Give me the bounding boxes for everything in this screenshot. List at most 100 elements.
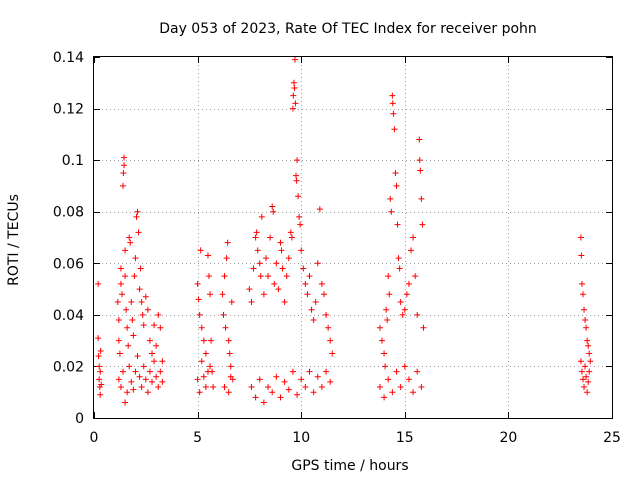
chart-title: Day 053 of 2023, Rate Of TEC Index for r… xyxy=(159,21,537,37)
data-point xyxy=(252,234,259,241)
data-point xyxy=(200,337,207,344)
data-point xyxy=(207,363,214,370)
x-tick-label: 10 xyxy=(292,430,310,446)
data-point xyxy=(405,376,412,383)
data-point xyxy=(122,273,129,280)
data-point xyxy=(97,347,104,354)
y-tick-label: 0.04 xyxy=(53,308,84,324)
data-point xyxy=(289,368,296,375)
data-point xyxy=(275,286,282,293)
data-point xyxy=(308,306,315,313)
data-point xyxy=(287,229,294,236)
data-point xyxy=(279,265,286,272)
data-point xyxy=(195,296,202,303)
data-point xyxy=(396,265,403,272)
x-tick-label: 15 xyxy=(396,430,414,446)
data-point xyxy=(253,229,260,236)
data-point xyxy=(144,306,151,313)
data-point xyxy=(391,126,398,133)
data-point xyxy=(281,378,288,385)
data-point xyxy=(291,56,298,63)
data-point xyxy=(98,381,105,388)
data-point xyxy=(146,337,153,344)
data-point xyxy=(293,177,300,184)
data-point xyxy=(225,337,232,344)
data-point xyxy=(125,342,132,349)
data-point xyxy=(202,350,209,357)
data-point xyxy=(384,317,391,324)
data-point xyxy=(306,368,313,375)
data-point xyxy=(412,273,419,280)
data-point xyxy=(318,384,325,391)
data-point xyxy=(198,358,205,365)
data-point xyxy=(376,324,383,331)
data-point xyxy=(122,247,129,254)
data-point xyxy=(382,363,389,370)
data-point xyxy=(327,378,334,385)
data-point xyxy=(379,337,386,344)
data-point xyxy=(221,273,228,280)
data-point xyxy=(397,298,404,305)
data-point xyxy=(392,170,399,177)
data-point xyxy=(96,363,103,370)
data-point xyxy=(95,353,102,360)
data-point xyxy=(269,389,276,396)
data-point xyxy=(140,322,147,329)
data-point xyxy=(389,92,396,99)
data-point xyxy=(388,208,395,215)
data-point xyxy=(117,280,124,287)
data-point xyxy=(142,376,149,383)
data-point xyxy=(296,213,303,220)
data-point xyxy=(194,376,201,383)
data-point xyxy=(207,291,214,298)
x-tick-label: 0 xyxy=(90,430,99,446)
data-point xyxy=(403,291,410,298)
data-point xyxy=(394,221,401,228)
data-point xyxy=(139,311,146,318)
y-tick-label: 0.02 xyxy=(53,359,84,375)
data-point xyxy=(220,311,227,318)
data-point xyxy=(273,373,280,380)
data-point xyxy=(293,172,300,179)
data-point xyxy=(420,324,427,331)
data-point xyxy=(323,368,330,375)
data-point xyxy=(130,332,137,339)
data-point xyxy=(223,255,230,262)
data-point xyxy=(583,373,590,380)
data-point xyxy=(581,306,588,313)
data-point xyxy=(153,373,160,380)
data-point xyxy=(124,389,131,396)
data-point xyxy=(419,221,426,228)
data-point xyxy=(151,358,158,365)
data-point xyxy=(579,376,586,383)
data-point xyxy=(246,286,253,293)
data-point xyxy=(202,384,209,391)
plot-frame xyxy=(93,56,613,419)
data-point xyxy=(410,389,417,396)
data-point xyxy=(329,350,336,357)
data-point xyxy=(227,373,234,380)
data-point xyxy=(157,368,164,375)
data-point xyxy=(194,280,201,287)
data-point xyxy=(126,363,133,370)
data-point xyxy=(117,265,124,272)
data-point xyxy=(252,394,259,401)
data-point xyxy=(208,337,215,344)
data-point xyxy=(132,255,139,262)
data-point xyxy=(96,384,103,391)
data-point xyxy=(97,368,104,375)
x-axis-title: GPS time / hours xyxy=(291,458,408,474)
data-point xyxy=(294,157,301,164)
data-point xyxy=(584,389,591,396)
data-point xyxy=(292,100,299,107)
data-point xyxy=(121,162,128,169)
data-point xyxy=(256,260,263,267)
data-point xyxy=(290,92,297,99)
data-point xyxy=(401,306,408,313)
data-point xyxy=(294,391,301,398)
data-point xyxy=(291,84,298,91)
data-point xyxy=(248,298,255,305)
data-point xyxy=(295,193,302,200)
data-point xyxy=(271,280,278,287)
y-tick-label: 0.08 xyxy=(53,205,84,221)
